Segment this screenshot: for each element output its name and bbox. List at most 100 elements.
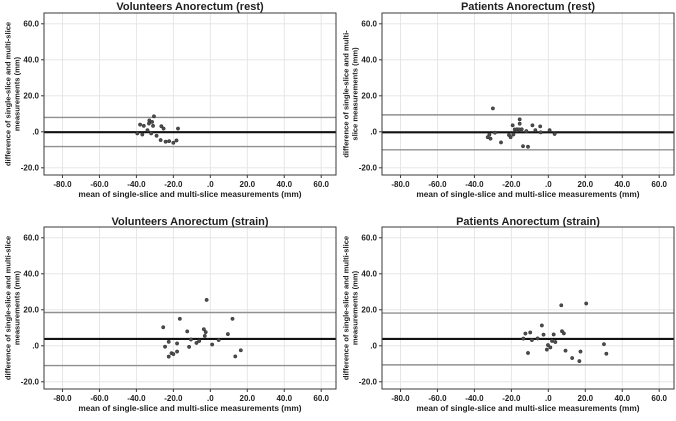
data-point — [578, 349, 583, 354]
data-point — [538, 124, 543, 129]
data-point — [539, 323, 544, 328]
data-point — [225, 332, 230, 337]
data-point — [166, 354, 171, 359]
data-point — [202, 333, 207, 338]
x-tick-label: -40.0 — [127, 180, 146, 189]
data-point — [521, 336, 526, 341]
data-point — [490, 106, 495, 111]
x-tick-label: -40.0 — [127, 394, 146, 403]
data-point — [604, 351, 609, 356]
data-point — [138, 122, 143, 127]
data-point — [145, 128, 150, 133]
x-tick-label: 40.0 — [276, 180, 292, 189]
data-point — [210, 342, 215, 347]
x-tick-label: 20.0 — [240, 394, 256, 403]
y-tick-label: 20.0 — [23, 306, 39, 315]
data-point — [150, 119, 155, 124]
data-point — [559, 303, 564, 308]
x-tick-label: -20.0 — [502, 180, 521, 189]
y-tick-label: .0 — [370, 342, 377, 351]
y-axis-title-line2: slice measurements (mm) — [350, 47, 360, 141]
panel-patients-strain: -80.0 -60.0 -40.0 -20.0 .0 20.0 40.0 60.0 -20.0.… — [338, 210, 676, 421]
panel-volunteers-strain: -80.0 -60.0 -40.0 -20.0 .0 20.0 40.0 60.0 -20.0.… — [0, 210, 338, 421]
data-point — [166, 339, 171, 344]
x-axis-title: mean of single-slice and multi-slice mea… — [416, 189, 640, 199]
data-point — [161, 325, 166, 330]
scatter-plot-volunteers-rest: -80.0 -60.0 -40.0 -20.0 .0 20.0 40.0 60.0 -20.0.… — [21, 12, 337, 189]
data-point — [233, 354, 238, 359]
data-point — [141, 123, 146, 128]
x-axis-title: mean of single-slice and multi-slice mea… — [78, 189, 302, 199]
data-point — [511, 132, 516, 137]
data-point — [563, 348, 568, 353]
scatter-plot-volunteers-strain: -80.0 -60.0 -40.0 -20.0 .0 20.0 40.0 60.0 -20.0.… — [21, 226, 337, 403]
data-point — [175, 349, 180, 354]
data-point — [203, 330, 208, 335]
x-tick-label: -80.0 — [53, 394, 72, 403]
data-point — [230, 316, 235, 321]
x-tick-label: -40.0 — [465, 394, 484, 403]
plot-frame — [381, 226, 675, 390]
data-point — [528, 330, 533, 335]
data-point — [533, 128, 538, 133]
data-point — [551, 332, 556, 337]
data-point — [517, 121, 522, 126]
x-tick-label: -20.0 — [502, 394, 521, 403]
x-tick-label: 20.0 — [578, 180, 594, 189]
data-point — [197, 338, 202, 343]
data-point — [519, 127, 524, 132]
y-tick-label: .0 — [370, 128, 377, 137]
scatter-plot-patients-strain: -80.0 -60.0 -40.0 -20.0 .0 20.0 40.0 60.0 -20.0.… — [359, 226, 675, 403]
data-point — [488, 136, 493, 141]
y-tick-label: .0 — [32, 342, 39, 351]
data-point — [167, 139, 172, 144]
x-axis-title: mean of single-slice and multi-slice mea… — [416, 403, 640, 413]
data-point — [529, 338, 534, 342]
y-tick-label: 60.0 — [23, 234, 39, 243]
y-tick-label: -20.0 — [359, 378, 378, 387]
data-point — [154, 133, 159, 138]
panel-patients-rest: -80.0 -60.0 -40.0 -20.0 .0 20.0 40.0 60.0 -20.0.… — [338, 0, 676, 210]
y-tick-label: .0 — [32, 128, 39, 137]
x-tick-label: .0 — [545, 394, 552, 403]
x-tick-label: 40.0 — [276, 394, 292, 403]
y-axis-title-line1: difference of single-slice and multi-sli… — [3, 235, 13, 381]
data-point — [538, 130, 543, 135]
y-axis-title-line2: measurements (mm) — [350, 270, 360, 346]
data-point — [176, 126, 180, 131]
data-point — [140, 132, 145, 137]
data-point — [499, 140, 503, 145]
data-point — [552, 132, 557, 136]
data-point — [602, 342, 606, 347]
x-tick-label: -60.0 — [90, 180, 109, 189]
y-tick-label: 60.0 — [361, 234, 377, 243]
data-point — [517, 117, 522, 122]
x-tick-label: 60.0 — [313, 394, 329, 403]
x-tick-label: 20.0 — [240, 180, 256, 189]
data-point — [547, 128, 552, 133]
y-tick-label: 40.0 — [23, 56, 39, 65]
data-point — [159, 124, 164, 129]
data-point — [147, 121, 151, 126]
data-point — [149, 131, 154, 136]
panel-volunteers-rest: -80.0 -60.0 -40.0 -20.0 .0 20.0 40.0 60.0 -20.0.… — [0, 0, 338, 210]
data-point — [550, 338, 554, 343]
data-point — [548, 345, 553, 350]
data-point — [163, 139, 168, 144]
x-tick-label: -60.0 — [428, 180, 447, 189]
x-tick-label: -60.0 — [428, 394, 447, 403]
data-point — [553, 340, 558, 344]
data-point — [171, 352, 176, 357]
data-point — [201, 327, 206, 332]
y-axis-title-line2: measurements (mm) — [12, 270, 22, 346]
y-tick-label: -20.0 — [359, 164, 378, 173]
data-point — [526, 351, 530, 355]
x-tick-label: 20.0 — [578, 394, 594, 403]
data-point — [135, 131, 140, 136]
x-tick-label: 40.0 — [614, 394, 630, 403]
data-point — [544, 347, 549, 352]
x-tick-label: 60.0 — [651, 180, 667, 189]
x-tick-label: .0 — [545, 180, 552, 189]
data-point — [530, 123, 535, 128]
